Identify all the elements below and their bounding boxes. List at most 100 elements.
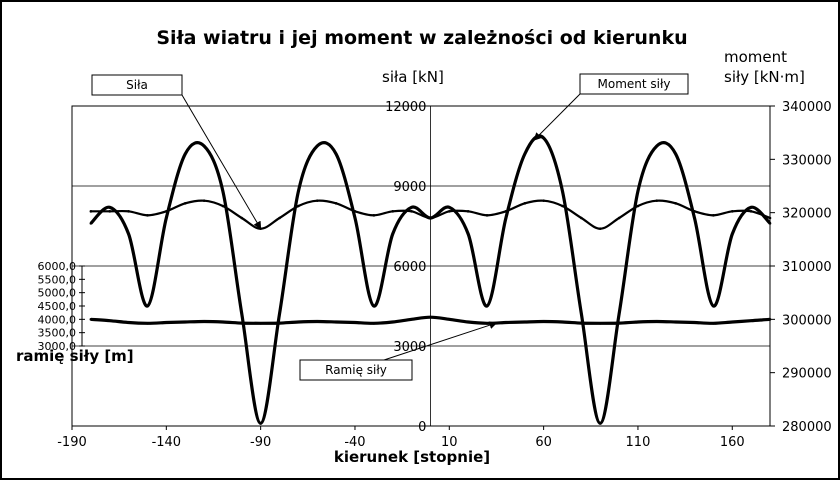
series-point-2 (334, 320, 338, 324)
series-point-2 (146, 322, 149, 325)
series-point-1 (485, 304, 489, 308)
series-point-0 (372, 214, 376, 217)
series-point-2 (372, 322, 376, 325)
series-point-0 (749, 210, 753, 213)
annotation-arrow (181, 94, 262, 230)
series-point-2 (504, 321, 508, 324)
series-point-1 (221, 190, 225, 193)
series-point-2 (561, 320, 564, 324)
series-point-1 (636, 190, 640, 193)
series-point-1 (108, 206, 112, 209)
y-left-axis-label: siła [kN] (382, 68, 444, 86)
series-point-2 (636, 320, 640, 324)
series-point-2 (221, 320, 225, 324)
series-point-1 (391, 232, 395, 236)
series-point-1 (693, 216, 696, 220)
series-point-2 (466, 320, 470, 324)
y-left-tick-label: 3000 (393, 340, 426, 355)
series-point-2 (730, 320, 734, 324)
series-point-2 (712, 322, 715, 325)
series-point-0 (146, 214, 149, 217)
series-point-2 (297, 320, 300, 324)
series-point-1 (202, 144, 206, 148)
series-point-1 (372, 304, 376, 308)
series-point-1 (297, 190, 300, 193)
series-point-1 (315, 144, 319, 148)
series-point-2 (580, 321, 583, 325)
series-point-0 (542, 199, 545, 202)
series-point-0 (523, 202, 527, 205)
series-point-0 (391, 210, 395, 213)
series-point-1 (278, 312, 281, 316)
series-point-2 (89, 318, 93, 321)
x-tick-label: -140 (152, 435, 182, 450)
y-left-tick-label: 9000 (393, 180, 426, 195)
series-point-1 (410, 206, 413, 209)
y-inset-tick-label: 3500,0 (38, 327, 77, 340)
series-point-2 (485, 322, 489, 325)
series-point-2 (447, 318, 451, 321)
series-point-1 (561, 190, 564, 193)
x-tick-label: 160 (720, 435, 745, 450)
y-right-tick-label: 330000 (782, 153, 832, 168)
series-point-0 (127, 210, 130, 213)
series-point-1 (259, 422, 262, 425)
series-point-0 (334, 202, 338, 205)
series-point-2 (202, 320, 206, 323)
series-point-0 (655, 199, 659, 202)
series-point-2 (259, 322, 262, 325)
series-point-0 (636, 204, 640, 208)
series-point-2 (523, 320, 527, 324)
x-tick-label: 60 (535, 435, 552, 450)
y-inset-tick-label: 4000,0 (38, 313, 77, 326)
y-right-axis-label-line2: siły [kN·m] (724, 68, 805, 86)
series-point-2 (165, 321, 168, 324)
series-point-0 (561, 204, 564, 208)
x-tick-label: -40 (344, 435, 365, 450)
series-point-2 (127, 321, 130, 324)
annotation-box (91, 74, 183, 96)
annotation-label: Siła (126, 78, 148, 92)
annotation-label: Ramię siły (325, 363, 387, 377)
series-point-0 (89, 210, 93, 213)
series-point-0 (240, 216, 244, 220)
series-point-1 (89, 222, 93, 225)
series-point-1 (165, 216, 168, 220)
series-point-0 (447, 210, 451, 213)
y-right-axis-label-line1: moment (724, 48, 787, 66)
series-point-0 (202, 199, 206, 202)
y-inset-tick-label: 5500,0 (38, 273, 77, 286)
x-tick-label: 110 (626, 435, 651, 450)
series-point-2 (391, 320, 395, 324)
series-point-0 (221, 204, 225, 208)
series-point-2 (353, 321, 357, 324)
series-point-1 (730, 232, 734, 236)
series-point-2 (693, 321, 696, 324)
series-point-2 (240, 321, 244, 325)
series-point-0 (712, 214, 715, 217)
y-inset-tick-label: 5000,0 (38, 287, 77, 300)
series-point-1 (466, 232, 470, 236)
series-point-1 (447, 206, 451, 209)
chart-title: Siła wiatru i jej moment w zależności od… (156, 27, 687, 49)
y-left-tick-label: 12000 (385, 100, 426, 115)
annotation-arrow (383, 321, 498, 361)
y-right-tick-label: 320000 (782, 207, 832, 222)
annotation-box (579, 73, 689, 95)
series-point-2 (410, 318, 413, 321)
series-point-2 (749, 319, 753, 322)
series-point-1 (146, 304, 149, 308)
series-point-2 (655, 320, 659, 323)
series-point-2 (674, 320, 677, 324)
x-tick-label: 10 (441, 435, 458, 450)
series-point-1 (353, 216, 357, 220)
annotation-arrow (533, 93, 581, 141)
annotation-label: Moment siły (598, 77, 671, 91)
series-point-2 (315, 320, 319, 323)
series-point-0 (466, 210, 470, 213)
y-left-tick-label: 6000 (393, 260, 426, 275)
series-point-0 (410, 210, 413, 213)
series-point-1 (768, 222, 772, 225)
annotation-box (299, 359, 413, 381)
